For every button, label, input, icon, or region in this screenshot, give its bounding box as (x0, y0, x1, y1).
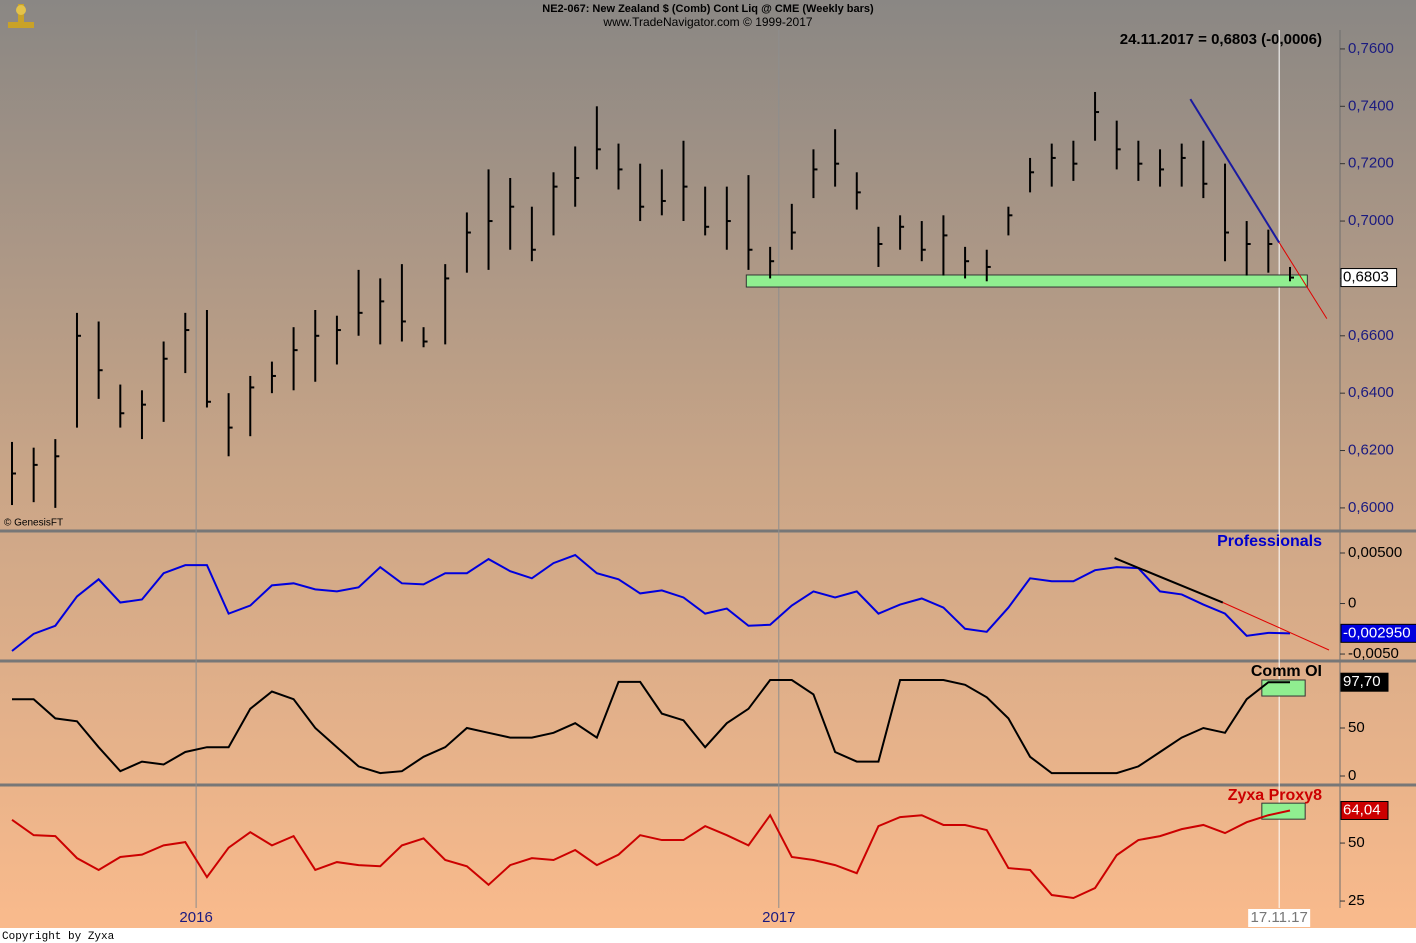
panel-title: Comm OI (1251, 663, 1322, 680)
y-tick-label: 0 (1348, 594, 1356, 611)
last-value-box (1340, 623, 1416, 643)
series-line (11, 809, 1291, 900)
footer: Copyright by Zyxa (2, 931, 115, 943)
annotation: 24.11.2017 = 0,6803 (-0,0006) (1120, 31, 1322, 48)
last-value-box (1340, 672, 1389, 692)
last-value-label: 64,04 (1343, 801, 1381, 818)
series-line (11, 553, 1291, 652)
y-tick-label: 0,7000 (1348, 212, 1394, 229)
y-tick-label: 0 (1348, 767, 1356, 784)
zone (745, 274, 1308, 288)
x-tick-box (1248, 909, 1311, 927)
y-tick-label: 0,00500 (1348, 544, 1402, 561)
y-tick-label: -0,0050 (1348, 645, 1399, 662)
footer-band (0, 928, 1416, 943)
trendline-extension (1278, 242, 1328, 319)
y-tick-label: 0,6400 (1348, 384, 1394, 401)
trendline-extension (1222, 602, 1330, 651)
y-tick-label: 0,6200 (1348, 442, 1394, 459)
x-tick-label: 2017 (762, 909, 795, 926)
source: © GenesisFT (4, 518, 63, 529)
y-tick-label: 0,7200 (1348, 155, 1394, 172)
logo (8, 4, 34, 28)
x-tick-label: 17.11.17 (1251, 909, 1308, 926)
chart-subtitle: www.TradeNavigator.com © 1999-2017 (602, 15, 812, 29)
last-value-label: 97,70 (1343, 673, 1381, 690)
y-tick-label: 25 (1348, 892, 1365, 909)
last-value-label: 0,6803 (1343, 269, 1389, 286)
trendline (1114, 557, 1224, 604)
y-tick-label: 0,6600 (1348, 327, 1394, 344)
last-value-label: -0,002950 (1343, 624, 1411, 641)
last-value-box (1340, 268, 1398, 288)
series-line (12, 678, 1290, 775)
trendline (1189, 98, 1281, 244)
x-tick-label: 2016 (179, 909, 212, 926)
y-tick-label: 0,7400 (1348, 97, 1394, 114)
panel-title: Zyxa Proxy8 (1228, 787, 1322, 804)
y-tick-label: 0,7600 (1348, 40, 1394, 57)
last-value-box (1340, 800, 1389, 820)
panel-title: Professionals (1217, 533, 1322, 550)
y-tick-label: 50 (1348, 719, 1365, 736)
y-tick-label: 0,6000 (1348, 499, 1394, 516)
y-tick-label: 50 (1348, 834, 1365, 851)
chart-title: NE2-067: New Zealand $ (Comb) Cont Liq @… (542, 3, 874, 15)
